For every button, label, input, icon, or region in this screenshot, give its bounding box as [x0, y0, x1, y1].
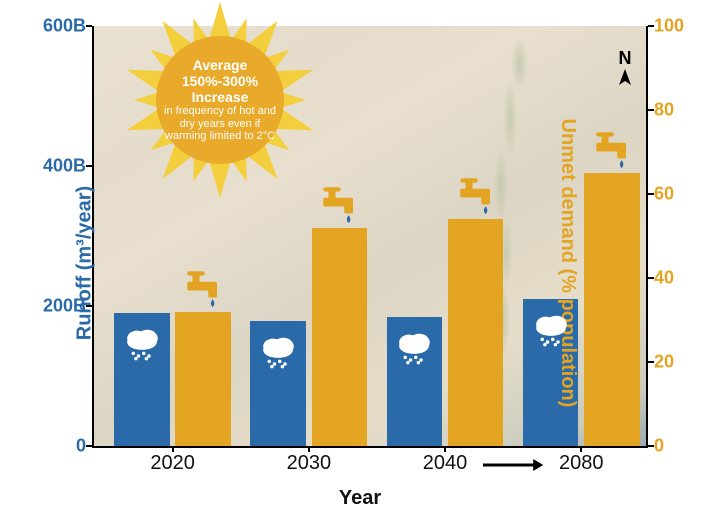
- xtick: 2040: [423, 452, 468, 475]
- unmet-bar: [175, 312, 231, 446]
- axis-right: [646, 26, 648, 446]
- tick-mark: [86, 25, 92, 27]
- xtick: 2030: [287, 452, 332, 475]
- xtick: 2020: [150, 452, 195, 475]
- faucet-drip-icon: [455, 173, 497, 215]
- tick-mark: [86, 305, 92, 307]
- tick-mark: [86, 165, 92, 167]
- sun-callout: Average 150%-300% Increase in frequency …: [120, 0, 320, 200]
- ytick-left: 400B: [26, 156, 86, 177]
- ytick-left: 600B: [26, 16, 86, 37]
- water-climate-chart: N: [0, 0, 720, 526]
- y-right-title: Unmet demand (% population): [556, 119, 579, 408]
- tick-mark: [648, 277, 654, 279]
- unmet-bar: [312, 228, 368, 446]
- ytick-left: 200B: [26, 296, 86, 317]
- faucet-drip-icon: [318, 182, 360, 224]
- ytick-right: 80: [654, 100, 700, 121]
- axis-bottom: [92, 446, 648, 448]
- ytick-right: 0: [654, 436, 700, 457]
- unmet-bar: [448, 219, 504, 446]
- north-arrow-icon: [616, 69, 634, 93]
- ytick-right: 60: [654, 184, 700, 205]
- tick-mark: [648, 193, 654, 195]
- ytick-right: 100: [654, 16, 700, 37]
- faucet-drip-icon: [182, 266, 224, 308]
- tick-mark: [648, 445, 654, 447]
- x-title: Year: [339, 487, 381, 510]
- tick-mark: [308, 446, 310, 452]
- x-arrow-icon: [483, 458, 543, 472]
- north-label: N: [616, 48, 634, 69]
- tick-mark: [86, 445, 92, 447]
- tick-mark: [172, 446, 174, 452]
- ytick-right: 20: [654, 352, 700, 373]
- ytick-left: 0: [26, 436, 86, 457]
- y-left-title: Runoff (m³/year): [74, 186, 97, 340]
- runoff-bar: [250, 321, 306, 446]
- tick-mark: [648, 109, 654, 111]
- tick-mark: [444, 446, 446, 452]
- tick-mark: [648, 361, 654, 363]
- faucet-drip-icon: [591, 127, 633, 169]
- xtick: 2080: [559, 452, 604, 475]
- tick-mark: [648, 25, 654, 27]
- runoff-bar: [114, 313, 170, 446]
- unmet-bar: [584, 173, 640, 446]
- runoff-bar: [387, 317, 443, 447]
- ytick-right: 40: [654, 268, 700, 289]
- north-indicator: N: [616, 48, 634, 98]
- sun-callout-text: Average 150%-300% Increase in frequency …: [160, 57, 280, 143]
- tick-mark: [580, 446, 582, 452]
